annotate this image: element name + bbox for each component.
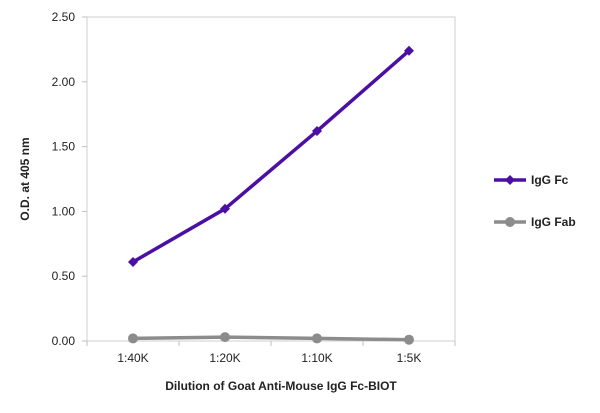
- plot-area: [86, 16, 456, 342]
- series-layer: [128, 45, 414, 345]
- series-line-igg-fab: [132, 335, 410, 342]
- data-point-igg-fab: [220, 332, 230, 343]
- y-tick-label: 2.00: [52, 75, 76, 89]
- x-tick-label: 1:20K: [209, 351, 240, 365]
- legend-marker: [505, 175, 515, 185]
- y-tick-label: 0.00: [52, 334, 76, 348]
- series-line-igg-fc: [132, 49, 411, 264]
- series-igg-fc: [128, 45, 414, 267]
- x-axis-title: Dilution of Goat Anti-Mouse IgG Fc-BIOT: [165, 379, 397, 393]
- data-point-igg-fab: [128, 333, 138, 344]
- data-point-igg-fc: [128, 256, 138, 267]
- plot-border: [86, 16, 456, 342]
- x-tick-label: 1:5K: [397, 351, 422, 365]
- y-axis-title: O.D. at 405 nm: [18, 137, 32, 220]
- y-tick-label: 1.00: [52, 204, 76, 218]
- x-tick-label: 1:40K: [117, 351, 148, 365]
- legend-label: IgG Fab: [531, 215, 576, 229]
- legend-label: IgG Fc: [531, 173, 569, 187]
- y-tick-label: 1.50: [52, 140, 76, 154]
- legend-marker: [505, 217, 515, 227]
- x-axis-ticks: 1:40K 1:20K 1:10K 1:5K: [86, 341, 456, 365]
- y-tick-label: 2.50: [52, 10, 76, 24]
- data-point-igg-fab: [404, 334, 414, 345]
- legend-item-igg-fab: IgG Fab: [494, 215, 576, 229]
- data-point-igg-fc: [220, 203, 230, 214]
- y-tick-label: 0.50: [52, 269, 76, 283]
- legend: IgG Fc IgG Fab: [494, 173, 576, 229]
- data-point-igg-fab: [312, 333, 322, 344]
- data-point-igg-fc: [404, 45, 414, 56]
- legend-item-igg-fc: IgG Fc: [494, 173, 569, 187]
- x-tick-label: 1:10K: [301, 351, 332, 365]
- y-axis-ticks: 0.00 0.50 1.00 1.50 2.00 2.50: [52, 10, 87, 348]
- series-igg-fab: [128, 332, 414, 345]
- data-point-igg-fc: [312, 126, 322, 137]
